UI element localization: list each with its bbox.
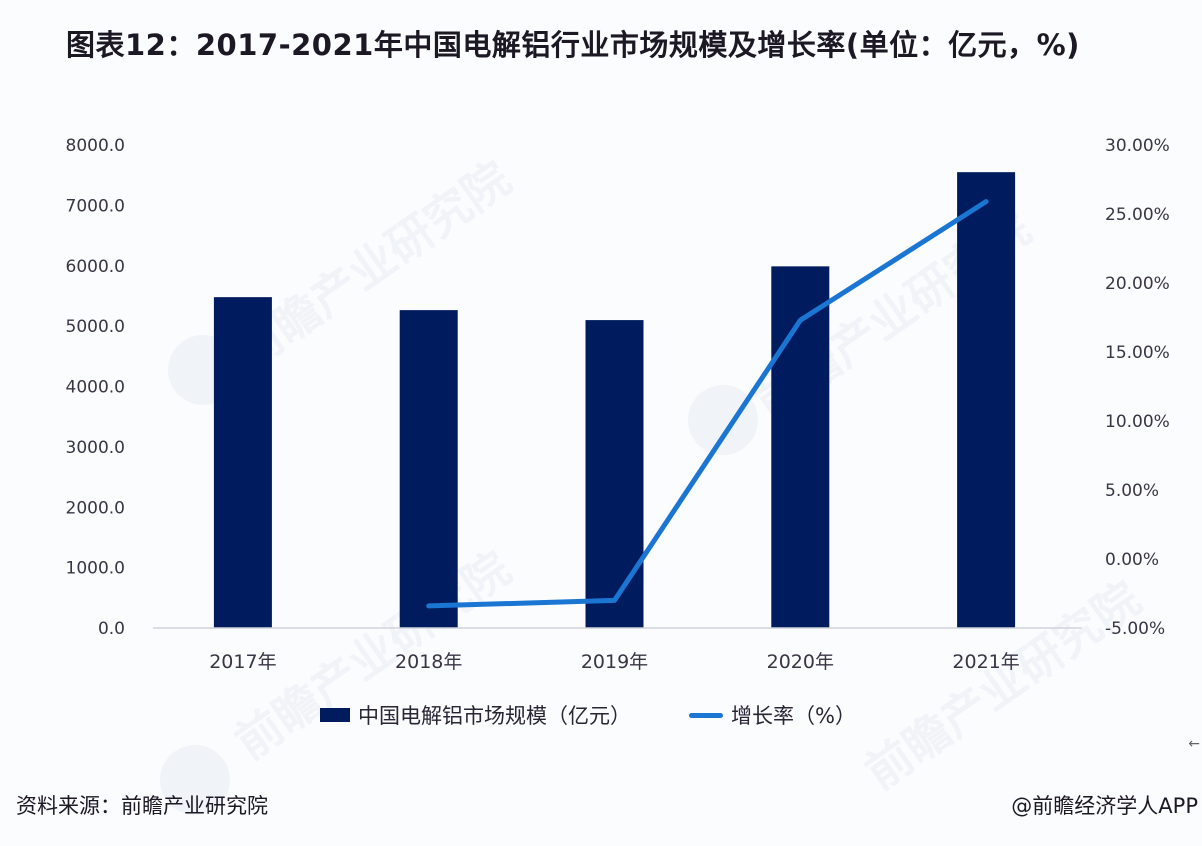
left-axis-tick: 2000.0 — [66, 498, 125, 518]
left-axis-tick: 1000.0 — [66, 559, 125, 579]
legend-item-market-size[interactable]: 中国电解铝市场规模（亿元） — [320, 700, 631, 730]
legend: 中国电解铝市场规模（亿元） 增长率（%） — [320, 700, 914, 730]
left-axis-tick: 5000.0 — [66, 317, 125, 337]
x-axis: 2017年 2018年 2019年 2020年 2021年 — [209, 651, 1020, 673]
growth-line-series — [426, 199, 989, 609]
left-axis-tick: 6000.0 — [66, 257, 125, 277]
x-axis-tick: 2020年 — [767, 651, 834, 673]
bar-swatch-icon — [320, 708, 350, 722]
right-axis-tick: 0.00% — [1105, 550, 1159, 570]
legend-label: 中国电解铝市场规模（亿元） — [358, 704, 631, 728]
right-axis-tick: -5.00% — [1105, 619, 1165, 639]
bar-series — [213, 172, 1016, 628]
right-y-axis: 30.00% 25.00% 20.00% 15.00% 10.00% 5.00% 0.00%… — [1105, 136, 1170, 639]
chart-title: 图表12：2017-2021年中国电解铝行业市场规模及增长率(单位：亿元，%) — [66, 28, 1080, 62]
right-axis-tick: 10.00% — [1105, 412, 1170, 432]
x-axis-tick: 2019年 — [581, 651, 648, 673]
arrow-left-icon: ← — [1188, 736, 1200, 752]
bar — [399, 310, 458, 628]
x-axis-tick: 2021年 — [952, 651, 1019, 673]
bar — [585, 320, 644, 628]
line-swatch-icon — [689, 712, 723, 718]
left-axis-tick: 4000.0 — [66, 378, 125, 398]
right-axis-tick: 5.00% — [1105, 481, 1159, 501]
left-axis-tick: 0.0 — [98, 619, 125, 639]
x-axis-tick: 2017年 — [209, 651, 276, 673]
bar — [771, 266, 830, 628]
bar — [957, 172, 1016, 628]
left-axis-tick: 3000.0 — [66, 438, 125, 458]
x-axis-tick: 2018年 — [395, 651, 462, 673]
right-axis-tick: 30.00% — [1105, 136, 1170, 156]
left-y-axis: 8000.0 7000.0 6000.0 5000.0 4000.0 3000.0 2000… — [66, 136, 125, 639]
right-axis-tick: 20.00% — [1105, 274, 1170, 294]
right-axis-tick: 15.00% — [1105, 343, 1170, 363]
credit-note: @前瞻经济学人APP — [1011, 794, 1198, 818]
left-axis-tick: 8000.0 — [66, 136, 125, 156]
legend-label: 增长率（%） — [731, 704, 856, 728]
right-axis-tick: 25.00% — [1105, 205, 1170, 225]
legend-item-growth-rate[interactable]: 增长率（%） — [689, 700, 856, 730]
left-axis-tick: 7000.0 — [66, 196, 125, 216]
source-note: 资料来源：前瞻产业研究院 — [16, 794, 268, 818]
bar — [213, 297, 272, 628]
